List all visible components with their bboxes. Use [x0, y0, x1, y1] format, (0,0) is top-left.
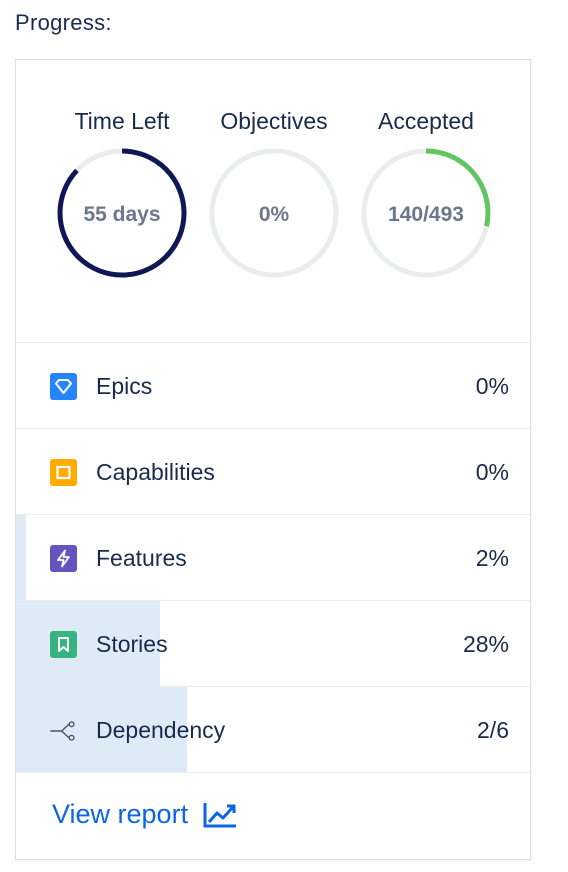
row-progress-fill: [16, 515, 27, 600]
row-value: 28%: [462, 631, 509, 657]
gauge-value: 140/493: [388, 203, 464, 226]
row-label: Features: [96, 545, 187, 571]
row-progress-fill: [16, 687, 188, 772]
row-value: 0%: [475, 373, 509, 399]
gauge-time-left: Time Left 55 days: [52, 104, 192, 280]
gauge-objectives: Objectives 0%: [204, 104, 344, 280]
gauge-title: Accepted: [378, 108, 474, 134]
capability-square-icon: [50, 459, 77, 486]
row-label: Epics: [96, 373, 153, 399]
row-progress-fill: [16, 601, 160, 686]
row-features[interactable]: Features 2%: [16, 514, 530, 600]
gauge-ring: 140/493: [361, 148, 491, 278]
dependency-branch-icon: [50, 717, 77, 744]
row-label: Dependency: [96, 717, 226, 743]
gauge-title: Objectives: [220, 108, 328, 134]
gauge-value: 0%: [259, 203, 290, 226]
gauge-value: 55 days: [83, 203, 160, 226]
gauge-accepted: Accepted 140/493: [356, 104, 496, 280]
view-report-label: View report: [52, 799, 189, 829]
progress-label: Progress:: [15, 10, 112, 35]
feature-bolt-icon: [50, 545, 77, 572]
row-label: Capabilities: [96, 459, 215, 485]
row-stories[interactable]: Stories 28%: [16, 600, 530, 686]
card-footer: View report: [16, 772, 530, 860]
gauge-title: Time Left: [74, 108, 170, 134]
gauge-ring: 55 days: [57, 148, 187, 278]
row-label: Stories: [96, 631, 168, 657]
row-capabilities[interactable]: Capabilities 0%: [16, 428, 530, 514]
story-bookmark-icon: [50, 631, 77, 658]
progress-card: Time Left 55 days Objectives 0% Accepted…: [15, 59, 531, 860]
epic-gem-icon: [50, 373, 77, 400]
row-dependency[interactable]: Dependency 2/6: [16, 686, 530, 772]
row-value: 2/6: [477, 717, 509, 743]
progress-rows: Epics 0% Capabilities 0% Features 2% Sto…: [16, 342, 530, 772]
row-value: 2%: [475, 545, 509, 571]
view-report-link[interactable]: View report: [52, 799, 238, 830]
row-value: 0%: [475, 459, 509, 485]
trend-chart-icon: [203, 802, 237, 827]
gauge-ring: 0%: [209, 148, 339, 278]
row-epics[interactable]: Epics 0%: [16, 342, 530, 428]
gauges: Time Left 55 days Objectives 0% Accepted…: [16, 60, 530, 342]
